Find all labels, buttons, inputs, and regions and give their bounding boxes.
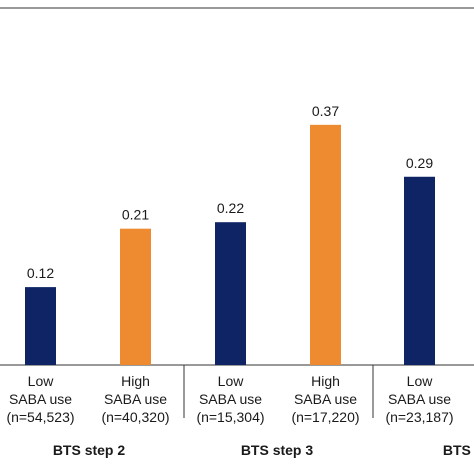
category-label-1-line-2: SABA use — [9, 391, 72, 407]
value-label-5: 0.29 — [406, 155, 433, 171]
bar-4 — [310, 124, 341, 365]
bar-1 — [25, 287, 56, 365]
category-label-2-line-2: SABA use — [104, 391, 167, 407]
category-label-3-line-2: SABA use — [199, 391, 262, 407]
bar-2 — [120, 228, 151, 365]
value-label-1: 0.12 — [27, 265, 54, 281]
value-label-4: 0.37 — [312, 103, 339, 119]
category-label-4-line-1: High — [311, 373, 340, 389]
category-label-5-line-1: Low — [407, 373, 434, 389]
category-label-5-line-3: (n=23,187) — [385, 409, 453, 425]
category-label-2-line-1: High — [121, 373, 150, 389]
bar-5 — [404, 176, 435, 365]
category-label-1-line-1: Low — [28, 373, 55, 389]
category-label-4-line-3: (n=17,220) — [291, 409, 359, 425]
category-labels-layer: Low SABA use (n=54,523) High SABA use (n=40,3… — [6, 373, 453, 425]
value-labels-layer: 0.12 0.21 0.22 0.37 0.29 — [27, 103, 433, 281]
bars-layer — [25, 124, 435, 365]
group-labels-layer: BTS step 2 BTS step 3 BTS st — [53, 442, 474, 458]
category-label-5-line-2: SABA use — [388, 391, 451, 407]
group-label-3: BTS st — [443, 442, 474, 458]
category-label-2-line-3: (n=40,320) — [101, 409, 169, 425]
category-label-3-line-1: Low — [218, 373, 245, 389]
group-label-1: BTS step 2 — [53, 442, 126, 458]
category-label-3-line-3: (n=15,304) — [196, 409, 264, 425]
category-label-4-line-2: SABA use — [294, 391, 357, 407]
group-label-2: BTS step 3 — [241, 442, 314, 458]
value-label-2: 0.21 — [122, 207, 149, 223]
value-label-3: 0.22 — [217, 200, 244, 216]
bar-3 — [215, 222, 246, 365]
category-label-1-line-3: (n=54,523) — [6, 409, 74, 425]
